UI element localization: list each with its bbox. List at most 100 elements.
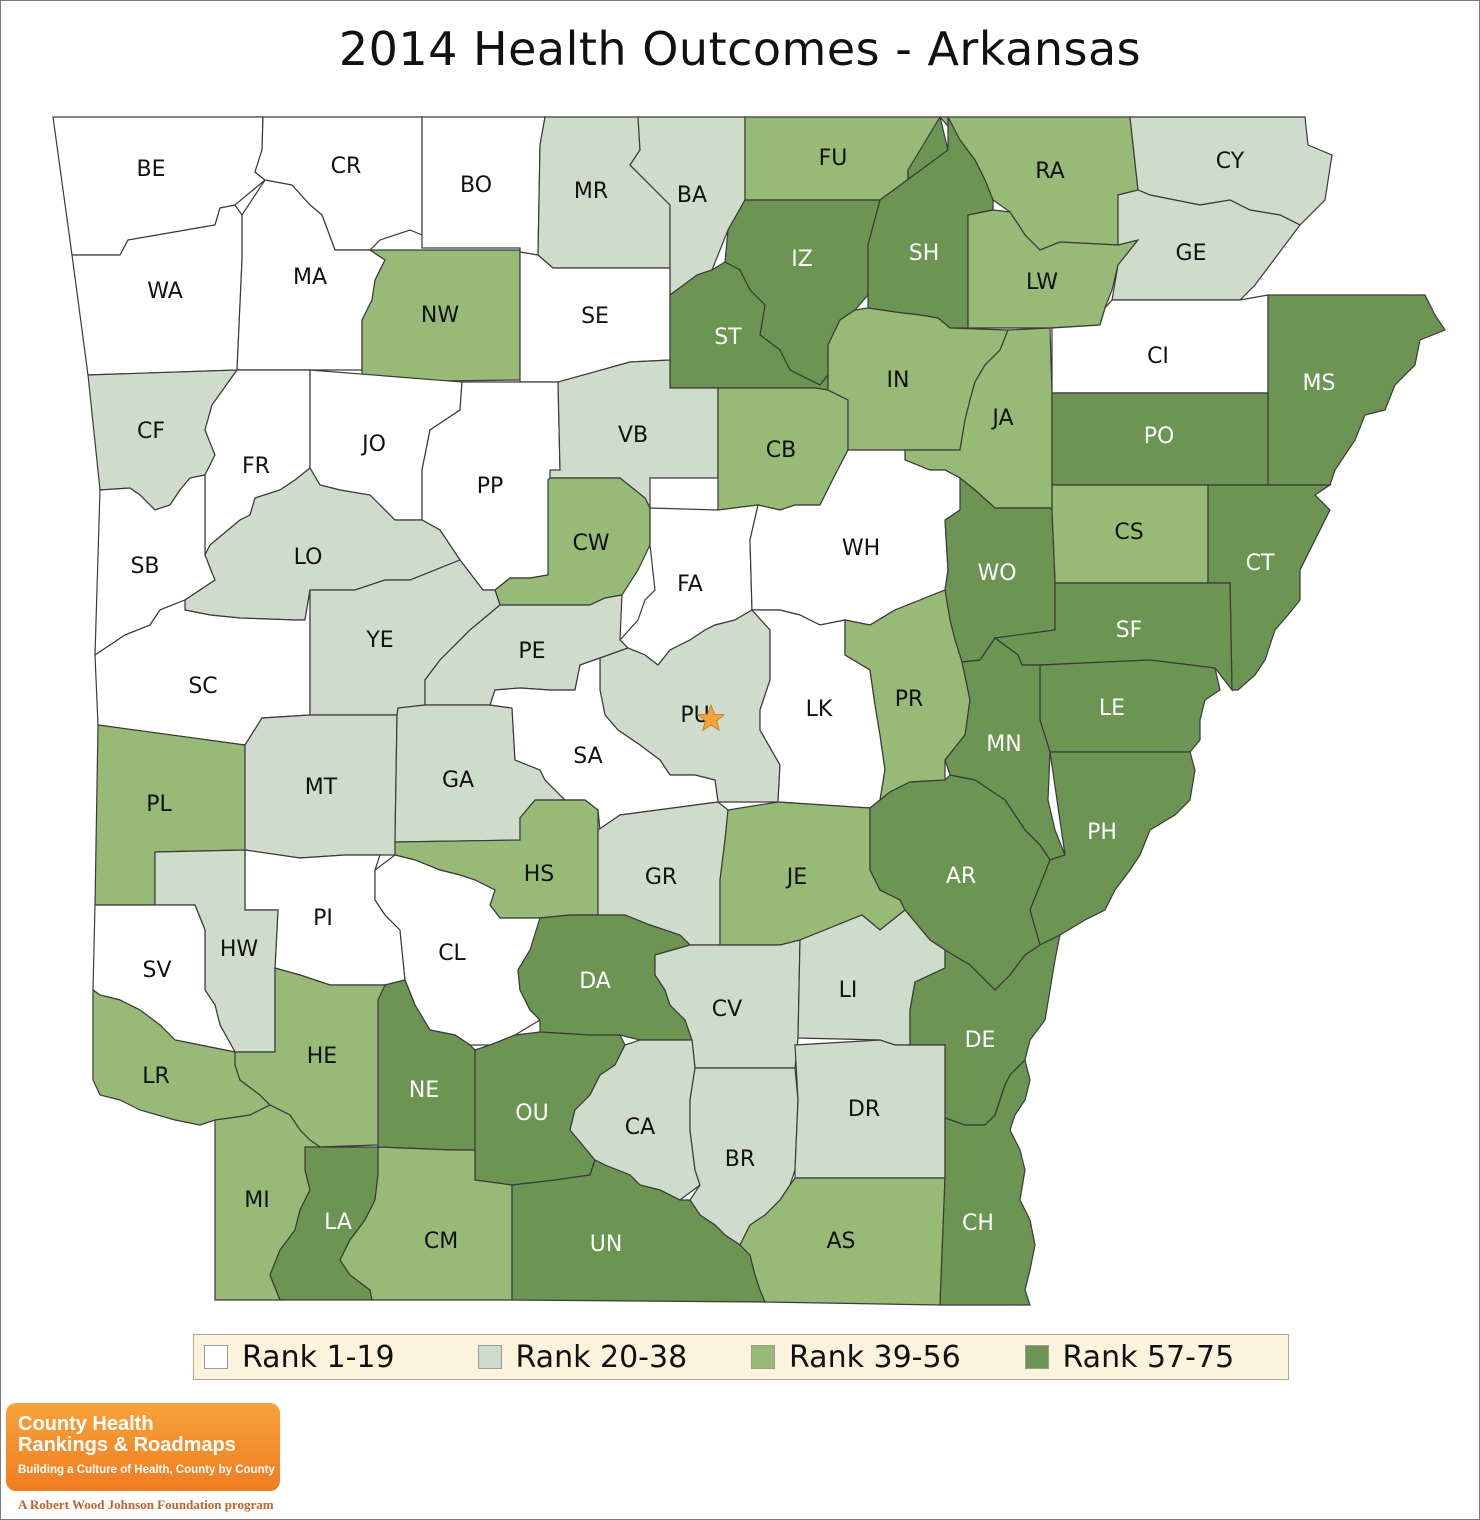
- county-label-mn: MN: [986, 732, 1021, 757]
- legend-label: Rank 1-19: [242, 1339, 395, 1375]
- legend-swatch: [751, 1345, 775, 1369]
- legend-swatch: [204, 1345, 228, 1369]
- county-label-gr: GR: [645, 865, 677, 890]
- county-label-hs: HS: [524, 862, 555, 887]
- county-label-bo: BO: [460, 173, 492, 198]
- county-label-ph: PH: [1087, 820, 1117, 845]
- county-label-mt: MT: [305, 775, 338, 800]
- county-label-ch: CH: [962, 1211, 994, 1236]
- county-label-pr: PR: [895, 687, 924, 712]
- county-label-sa: SA: [573, 744, 602, 769]
- county-label-iz: IZ: [791, 247, 813, 272]
- county-label-ja: JA: [990, 406, 1013, 431]
- legend-swatch: [477, 1345, 502, 1369]
- county-label-ne: NE: [409, 1078, 439, 1103]
- county-label-cr: CR: [331, 154, 362, 179]
- county-label-cw: CW: [572, 531, 609, 556]
- legend-swatch: [1024, 1345, 1049, 1369]
- county-label-lw: LW: [1026, 270, 1058, 295]
- county-label-mi: MI: [244, 1188, 269, 1213]
- county-label-cl: CL: [438, 941, 466, 966]
- legend-label: Rank 20-38: [515, 1339, 688, 1375]
- county-label-as: AS: [826, 1229, 855, 1254]
- map-title: 2014 Health Outcomes - Arkansas: [338, 22, 1142, 76]
- star-icon: [696, 703, 726, 732]
- county-label-da: DA: [579, 969, 611, 994]
- county-label-nw: NW: [421, 303, 459, 328]
- county-label-wh: WH: [842, 536, 880, 561]
- county-label-br: BR: [725, 1147, 755, 1172]
- county-label-mr: MR: [574, 179, 608, 204]
- county-label-lk: LK: [806, 697, 833, 722]
- county-health-rankings-logo: County Health Rankings & Roadmaps Buildi…: [6, 1403, 280, 1491]
- county-he: [234, 967, 386, 1148]
- county-label-be: BE: [137, 157, 166, 182]
- county-vb: [549, 359, 719, 509]
- county-cm: [339, 1146, 513, 1301]
- county-label-ct: CT: [1246, 551, 1275, 576]
- county-label-he: HE: [307, 1044, 337, 1069]
- legend: Rank 1-19 Rank 20-38 Rank 39-56 Rank 57-…: [193, 1334, 1289, 1380]
- logo-line-1: County Health: [18, 1413, 154, 1435]
- county-label-pl: PL: [146, 792, 172, 817]
- county-label-fa: FA: [677, 572, 703, 597]
- county-label-ma: MA: [293, 265, 327, 290]
- county-ms: [1267, 294, 1446, 486]
- county-label-po: PO: [1144, 424, 1175, 449]
- county-sa: [489, 657, 719, 832]
- legend-label: Rank 39-56: [789, 1339, 961, 1375]
- county-label-ga: GA: [442, 768, 474, 793]
- county-label-hw: HW: [220, 937, 259, 962]
- county-ge: [1111, 189, 1301, 301]
- county-label-la: LA: [324, 1210, 352, 1235]
- county-label-ar: AR: [946, 864, 976, 889]
- legend-item-rank-20-38: Rank 20-38: [468, 1340, 742, 1375]
- county-label-fu: FU: [819, 146, 848, 171]
- county-label-cs: CS: [1114, 520, 1143, 545]
- county-label-pe: PE: [518, 639, 545, 664]
- county-label-ye: YE: [365, 628, 393, 653]
- county-le: [1039, 659, 1221, 753]
- county-label-ou: OU: [515, 1101, 548, 1126]
- county-label-pp: PP: [477, 474, 504, 499]
- county-label-ca: CA: [625, 1115, 655, 1140]
- county-label-vb: VB: [618, 423, 648, 448]
- county-as: [739, 1177, 946, 1306]
- county-label-sc: SC: [188, 674, 217, 699]
- logo-footer: A Robert Wood Johnson Foundation program: [18, 1497, 274, 1512]
- logo-line-2: Rankings & Roadmaps: [18, 1434, 236, 1456]
- county-label-in: IN: [887, 368, 910, 393]
- county-label-cm: CM: [424, 1229, 458, 1254]
- county-label-ba: BA: [677, 183, 707, 208]
- county-label-cv: CV: [712, 997, 742, 1022]
- logo-tagline: Building a Culture of Health, County by …: [18, 1464, 275, 1476]
- county-label-un: UN: [590, 1232, 623, 1257]
- county-label-wo: WO: [977, 561, 1016, 586]
- county-label-cf: CF: [137, 419, 165, 444]
- county-label-je: JE: [785, 865, 807, 890]
- county-label-se: SE: [581, 304, 609, 329]
- county-label-sh: SH: [909, 241, 940, 266]
- county-label-le: LE: [1099, 696, 1125, 721]
- county-label-fr: FR: [242, 454, 270, 479]
- legend-item-rank-57-75: Rank 57-75: [1015, 1340, 1289, 1375]
- legend-label: Rank 57-75: [1062, 1339, 1235, 1375]
- county-label-dr: DR: [848, 1097, 880, 1122]
- county-label-lo: LO: [294, 545, 323, 570]
- legend-item-rank-39-56: Rank 39-56: [741, 1340, 1015, 1375]
- county-label-jo: JO: [360, 432, 386, 457]
- county-label-cb: CB: [766, 438, 796, 463]
- legend-item-rank-1-19: Rank 1-19: [194, 1340, 468, 1375]
- county-label-st: ST: [714, 325, 742, 350]
- county-ch: [939, 1058, 1036, 1306]
- county-label-ms: MS: [1303, 371, 1336, 396]
- county-label-sv: SV: [142, 958, 171, 983]
- county-label-ra: RA: [1035, 159, 1064, 184]
- county-label-ci: CI: [1147, 344, 1169, 369]
- county-label-ge: GE: [1176, 241, 1207, 266]
- county-label-sf: SF: [1116, 618, 1143, 643]
- county-label-wa: WA: [147, 279, 183, 304]
- county-label-de: DE: [965, 1028, 996, 1053]
- county-label-pi: PI: [313, 906, 333, 931]
